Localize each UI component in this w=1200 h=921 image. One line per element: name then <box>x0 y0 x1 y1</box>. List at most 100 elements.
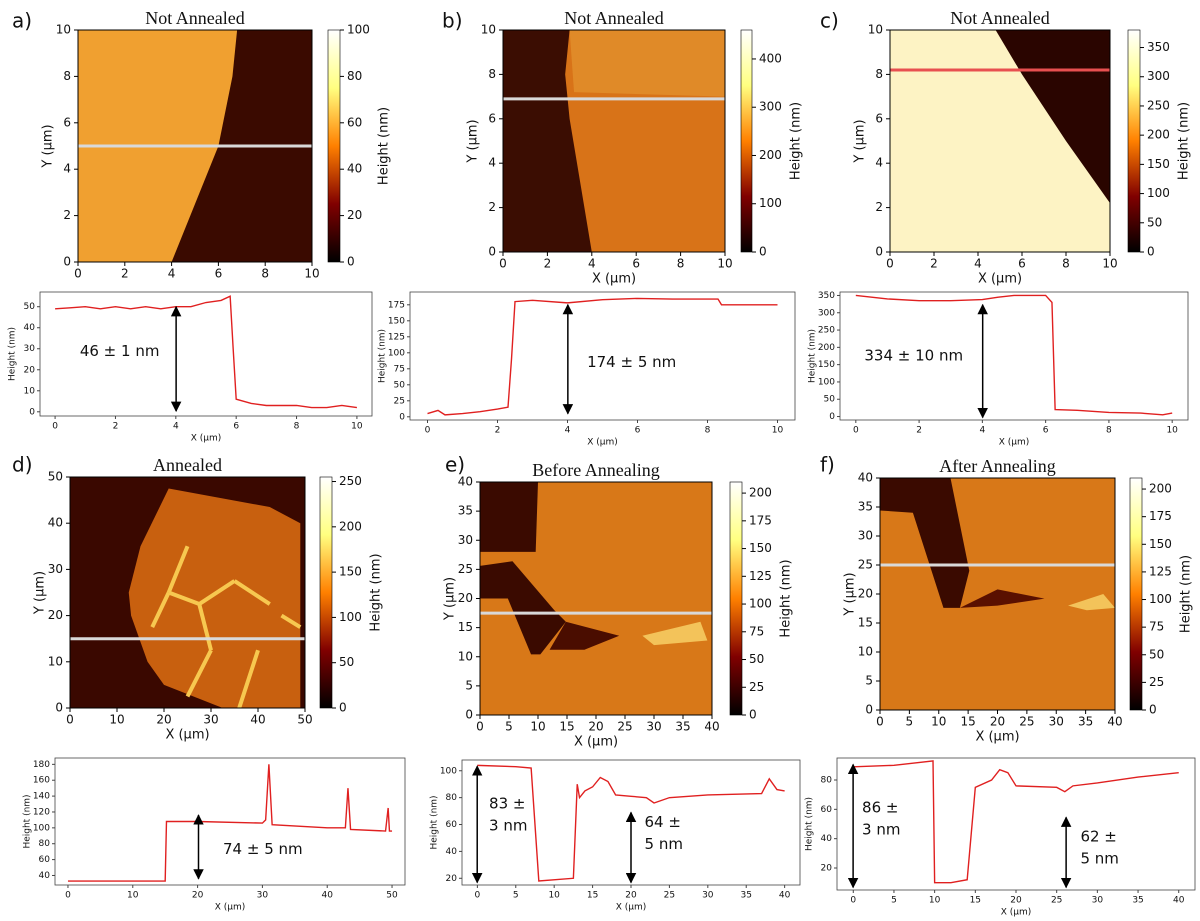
y-tick-label: 8 <box>875 67 883 81</box>
y-tick-label: 30 <box>24 344 36 354</box>
x-tick-label: 8 <box>705 426 711 436</box>
colorbar-tick-label: 0 <box>1147 245 1155 259</box>
y-tick-label: 100 <box>818 377 835 387</box>
x-axis-label: X (μm) <box>999 438 1030 448</box>
annotation: 5 nm <box>1080 850 1118 868</box>
x-tick-label: 5 <box>513 891 519 901</box>
colorbar-tick-label: 200 <box>1147 128 1170 142</box>
x-tick-label: 30 <box>203 713 218 727</box>
colorbar-label: Height (nm) <box>377 107 392 185</box>
colorbar-tick-label: 100 <box>749 597 772 611</box>
y-tick-label: 4 <box>63 162 71 176</box>
colorbar-tick-label: 50 <box>749 652 764 666</box>
colorbar-tick-label: 0 <box>1149 703 1157 717</box>
annotation: 5 nm <box>645 835 683 853</box>
y-tick-label: 25 <box>458 562 473 576</box>
y-tick-label: 50 <box>24 302 36 312</box>
x-tick-label: 30 <box>1092 896 1104 906</box>
x-tick-label: 6 <box>1018 257 1026 271</box>
x-tick-label: 0 <box>65 891 71 901</box>
y-tick-label: 0 <box>63 255 71 269</box>
annotation: 62 ± <box>1080 828 1116 846</box>
colorbar-tick-label: 100 <box>347 23 370 37</box>
afm-region <box>480 561 566 655</box>
panel-label: c) <box>820 9 839 33</box>
panel-label: e) <box>445 453 465 477</box>
y-tick-label: 75 <box>394 364 405 374</box>
x-tick-label: 50 <box>297 713 312 727</box>
y-tick-label: 25 <box>394 396 405 406</box>
x-axis-label: X (μm) <box>215 903 246 913</box>
x-axis-label: X (μm) <box>587 438 618 448</box>
image-title: Not Annealed <box>950 8 1049 28</box>
y-axis-label: Height (nm) <box>8 327 18 381</box>
x-tick-label: 10 <box>530 720 545 734</box>
y-tick-label: 0 <box>465 708 473 722</box>
colorbar-label: Height (nm) <box>1177 102 1192 180</box>
y-tick-label: 20 <box>458 591 473 605</box>
colorbar-label: Height (nm) <box>789 102 804 180</box>
annotation: 83 ± <box>489 794 525 812</box>
afm-region <box>480 482 538 552</box>
colorbar-tick-label: 100 <box>1149 592 1172 606</box>
y-tick-label: 0 <box>865 703 873 717</box>
x-tick-label: 4 <box>588 257 596 271</box>
y-tick-label: 80 <box>39 839 51 849</box>
plot-frame <box>502 29 726 253</box>
profile-curve <box>853 760 1179 884</box>
image-title: Not Annealed <box>145 8 244 28</box>
y-tick-label: 140 <box>33 792 50 802</box>
x-tick-label: 4 <box>173 422 179 432</box>
x-tick-label: 0 <box>876 715 884 729</box>
colorbar <box>319 476 333 709</box>
x-tick-label: 5 <box>505 720 513 734</box>
x-tick-label: 4 <box>974 257 982 271</box>
y-tick-label: 150 <box>388 316 405 326</box>
afm-crack <box>237 649 260 709</box>
x-tick-label: 0 <box>850 896 856 906</box>
profile-curve <box>67 764 393 882</box>
afm-region <box>995 30 1110 204</box>
colorbar-tick-label: 25 <box>1149 675 1164 689</box>
y-tick-label: 0 <box>29 407 35 417</box>
y-tick-label: 50 <box>824 395 836 405</box>
x-tick-label: 35 <box>1078 715 1093 729</box>
x-tick-label: 5 <box>906 715 914 729</box>
y-tick-label: 0 <box>875 245 883 259</box>
x-tick-label: 20 <box>156 713 171 727</box>
x-tick-label: 10 <box>772 426 784 436</box>
x-tick-label: 30 <box>646 720 661 734</box>
x-tick-label: 8 <box>1062 257 1070 271</box>
afm-region <box>569 30 725 97</box>
colorbar-tick-label: 0 <box>339 701 347 715</box>
afm-region <box>959 589 1045 608</box>
y-tick-label: 10 <box>48 654 63 668</box>
y-tick-label: 40 <box>446 847 458 857</box>
y-tick-label: 25 <box>858 558 873 572</box>
x-tick-label: 15 <box>960 715 975 729</box>
colorbar <box>740 29 753 253</box>
colorbar-tick-label: 200 <box>759 148 782 162</box>
y-tick-label: 300 <box>818 308 835 318</box>
colorbar-tick-label: 400 <box>759 51 782 65</box>
colorbar-tick-label: 200 <box>749 486 772 500</box>
x-tick-label: 8 <box>677 257 685 271</box>
plot-frame <box>39 291 373 417</box>
plot-frame <box>69 476 306 709</box>
y-tick-label: 30 <box>458 533 473 547</box>
afm-region <box>549 621 620 650</box>
x-tick-label: 30 <box>1049 715 1064 729</box>
x-tick-label: 10 <box>351 422 363 432</box>
x-tick-label: 10 <box>931 715 946 729</box>
x-tick-label: 4 <box>979 426 985 436</box>
x-tick-label: 2 <box>544 257 552 271</box>
x-tick-label: 40 <box>704 720 719 734</box>
x-tick-label: 20 <box>192 891 204 901</box>
y-tick-label: 2 <box>488 200 496 214</box>
colorbar-tick-label: 300 <box>759 100 782 114</box>
y-tick-label: 2 <box>875 200 883 214</box>
x-tick-label: 2 <box>113 422 119 432</box>
x-tick-label: 40 <box>779 891 791 901</box>
y-tick-label: 0 <box>399 412 405 422</box>
x-tick-label: 0 <box>474 891 480 901</box>
